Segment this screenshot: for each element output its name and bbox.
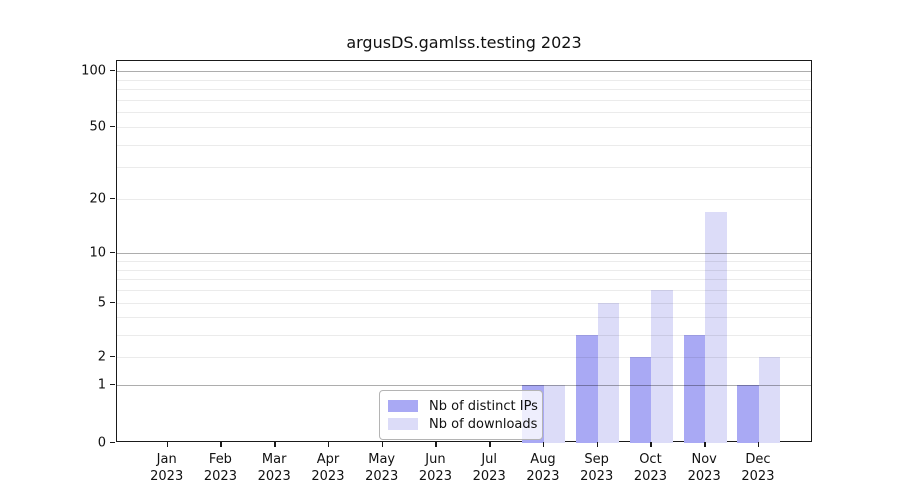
bar-downloads [705, 211, 727, 443]
x-tick [650, 442, 652, 447]
legend-label-distinct-ips: Nb of distinct IPs [429, 398, 538, 414]
bar-downloads [543, 385, 566, 443]
plot-area: Nb of distinct IPs Nb of downloads [116, 60, 812, 443]
x-tick-label: Jun 2023 [418, 452, 452, 485]
x-tick [327, 442, 330, 447]
x-tick-label: Mar 2023 [257, 452, 291, 485]
y-tick [110, 384, 115, 386]
x-tick [435, 442, 437, 447]
y-tick-label: 2 [97, 349, 106, 364]
chart-title: argusDS.gamlss.testing 2023 [346, 33, 582, 52]
legend-swatch-distinct-ips-icon [388, 400, 418, 412]
y-tick-label: 50 [89, 119, 106, 134]
y-tick [110, 356, 115, 358]
x-tick [704, 442, 706, 447]
y-tick-label: 20 [89, 191, 106, 206]
x-tick-label: Oct 2023 [633, 452, 667, 485]
x-tick-label: Dec 2023 [741, 452, 775, 485]
x-tick [166, 442, 169, 447]
legend: Nb of distinct IPs Nb of downloads [379, 390, 543, 440]
y-tick-label: 0 [97, 435, 106, 450]
bar-downloads [651, 290, 673, 443]
x-tick-label: Jul 2023 [472, 452, 506, 485]
x-tick-label: Nov 2023 [687, 452, 721, 485]
y-tick [110, 442, 115, 444]
x-tick-label: Apr 2023 [311, 452, 345, 485]
x-tick-label: Jan 2023 [150, 452, 184, 485]
bar-distinct-ips [576, 334, 598, 443]
x-tick-label: Aug 2023 [526, 452, 560, 485]
x-tick-label: May 2023 [365, 452, 399, 485]
x-tick [542, 442, 545, 447]
y-tick [110, 126, 115, 128]
x-tick-label: Sep 2023 [580, 452, 614, 485]
y-tick-label: 10 [89, 245, 106, 260]
y-tick-label: 100 [81, 63, 106, 78]
bar-downloads [597, 303, 620, 443]
x-tick [489, 442, 491, 447]
x-tick [381, 442, 384, 447]
x-tick [596, 442, 599, 447]
bar-distinct-ips [629, 357, 652, 443]
x-tick [220, 442, 222, 447]
bars-layer [117, 61, 811, 443]
legend-label-downloads: Nb of downloads [429, 416, 538, 432]
y-tick-label: 5 [97, 295, 106, 310]
y-tick [110, 252, 115, 254]
bar-distinct-ips [737, 385, 759, 443]
x-tick [757, 442, 760, 447]
y-tick-label: 1 [97, 377, 106, 392]
y-tick [110, 70, 115, 72]
y-tick [110, 198, 115, 200]
y-tick [110, 302, 115, 304]
legend-row-downloads: Nb of downloads [388, 415, 538, 433]
x-tick [274, 442, 276, 447]
legend-swatch-downloads-icon [388, 418, 418, 430]
legend-row-distinct-ips: Nb of distinct IPs [388, 397, 538, 415]
bar-distinct-ips [683, 334, 706, 443]
bar-downloads [758, 357, 781, 443]
x-tick-label: Feb 2023 [203, 452, 237, 485]
